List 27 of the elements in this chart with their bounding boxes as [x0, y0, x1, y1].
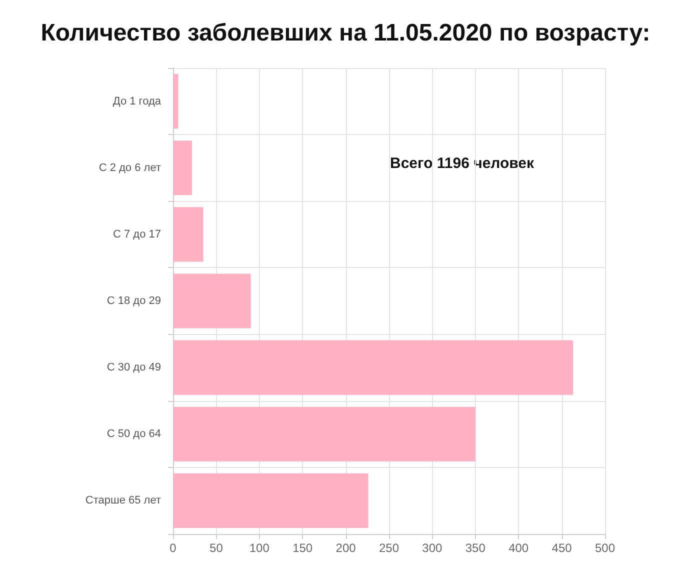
y-tick-label: С 2 до 6 лет: [98, 162, 161, 174]
annotation: Всего 1196 человек: [390, 155, 535, 172]
x-tick-label: 150: [292, 541, 313, 555]
bar: [173, 274, 251, 328]
y-tick-label: Старше 65 лет: [85, 494, 161, 507]
bar: [173, 207, 204, 262]
x-tick-label: 350: [465, 541, 486, 555]
x-tick-label: 500: [594, 541, 616, 555]
x-tick-label: 400: [508, 541, 529, 555]
x-tick-label: 250: [378, 541, 400, 555]
y-tick-label: С 18 до 29: [106, 295, 161, 307]
x-tick-label: 200: [336, 541, 356, 555]
x-tick-label: 50: [210, 541, 224, 555]
chart-title: Количество заболевших на 11.05.2020 по возрасту:: [40, 20, 650, 46]
x-tick-label: 100: [249, 541, 270, 555]
x-tick-label: 300: [422, 541, 443, 555]
x-tick-label: 0: [170, 541, 177, 555]
bar: [173, 74, 178, 129]
bar: [173, 340, 574, 395]
bar: [173, 140, 192, 196]
bar: [173, 473, 368, 528]
y-tick-label: С 50 до 64: [106, 428, 161, 440]
bar: [173, 406, 476, 462]
y-tick-label: С 30 до 49: [106, 362, 161, 374]
x-tick-label: 450: [552, 541, 572, 555]
y-tick-label: До 1 года: [112, 95, 162, 108]
y-tick-label: С 7 до 17: [112, 228, 161, 240]
